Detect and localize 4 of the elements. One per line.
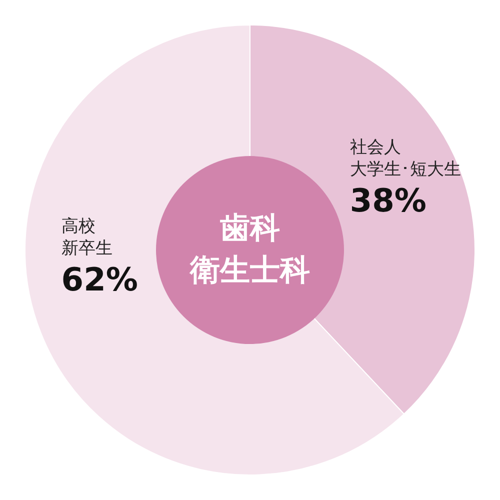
data-label: 62% [61,260,138,299]
data-label: 38% [350,181,426,220]
slice-label: 社会人大学生･短大生 [350,137,461,180]
slice-label: 高校新卒生 [61,216,112,259]
